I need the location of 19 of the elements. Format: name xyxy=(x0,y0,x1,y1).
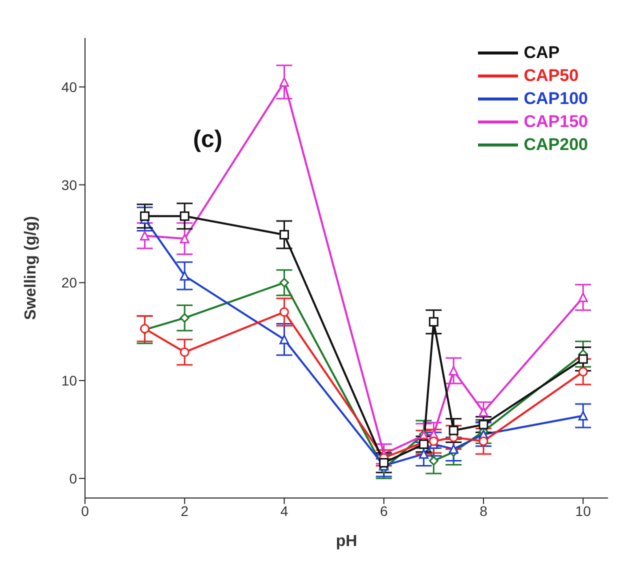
x-tick-label: 8 xyxy=(480,502,488,519)
x-axis-title: pH xyxy=(336,533,358,550)
legend-label: CAP150 xyxy=(524,112,588,132)
x-tick-label: 2 xyxy=(180,502,189,519)
y-tick-label: 40 xyxy=(61,78,78,95)
legend-label: CAP50 xyxy=(524,66,579,86)
x-tick-label: 6 xyxy=(380,502,388,519)
legend-label: CAP100 xyxy=(524,89,588,109)
annotation: (c) xyxy=(193,126,222,154)
y-axis-title: Swelling (g/g) xyxy=(22,216,40,320)
legend-label: CAP xyxy=(524,43,560,63)
y-tick-label: 30 xyxy=(61,176,78,193)
x-tick-label: 0 xyxy=(81,502,90,519)
y-tick-label: 10 xyxy=(61,372,78,389)
x-tick-label: 10 xyxy=(575,502,592,519)
legend-label: CAP200 xyxy=(524,135,588,155)
y-tick-label: 0 xyxy=(69,470,78,486)
y-tick-label: 20 xyxy=(61,274,78,291)
x-tick-label: 4 xyxy=(280,502,288,519)
